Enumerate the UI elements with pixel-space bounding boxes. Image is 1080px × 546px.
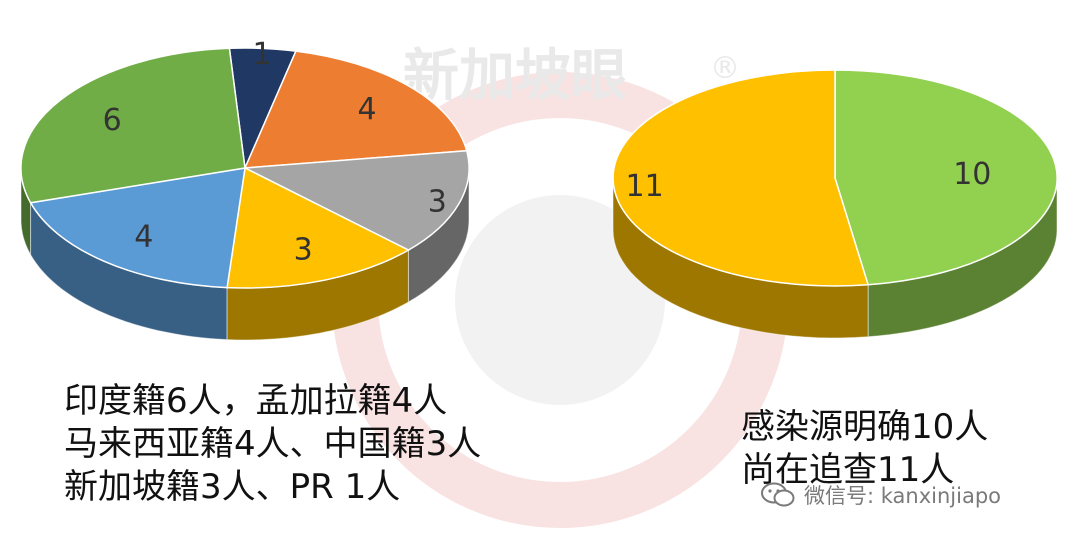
pie-slice bbox=[20, 47, 246, 204]
data-label: 10 bbox=[953, 157, 991, 192]
data-label: 3 bbox=[294, 233, 313, 268]
pie-slice bbox=[834, 69, 1058, 286]
caption-line: 印度籍6人，孟加拉籍4人 bbox=[64, 381, 448, 421]
caption-line: 感染源明确10人 bbox=[741, 407, 989, 447]
data-label: 4 bbox=[134, 219, 153, 254]
pie-slice bbox=[612, 69, 870, 287]
pie-slice bbox=[29, 167, 246, 289]
data-label: 1 bbox=[253, 37, 272, 72]
data-label: 4 bbox=[358, 92, 377, 127]
pie-slice bbox=[226, 166, 410, 289]
nationality-caption: 印度籍6人，孟加拉籍4人 马来西亚籍4人、中国籍3人 新加坡籍3人、PR 1人 bbox=[64, 380, 481, 509]
wechat-account-label: 微信号: kanxinjiapo bbox=[760, 480, 1001, 510]
watermark-registered: ® bbox=[710, 51, 740, 86]
source-caption: 感染源明确10人 尚在追查11人 bbox=[741, 406, 988, 492]
pie-slice bbox=[242, 149, 470, 251]
pie-chart-nationality: 1 4 3 3 4 6 bbox=[20, 37, 470, 341]
data-label: 11 bbox=[626, 169, 664, 204]
pie-slice bbox=[243, 50, 468, 169]
wechat-icon bbox=[761, 482, 795, 507]
pie-chart-source: 10 11 bbox=[612, 69, 1058, 339]
caption-line: 马来西亚籍4人、中国籍3人 bbox=[64, 424, 482, 464]
caption-line: 新加坡籍3人、PR 1人 bbox=[64, 467, 401, 507]
data-label: 6 bbox=[103, 103, 122, 138]
watermark-text: 新加坡眼 bbox=[403, 44, 627, 109]
wechat-id-text: 微信号: kanxinjiapo bbox=[804, 484, 1002, 508]
data-label: 3 bbox=[428, 184, 447, 219]
